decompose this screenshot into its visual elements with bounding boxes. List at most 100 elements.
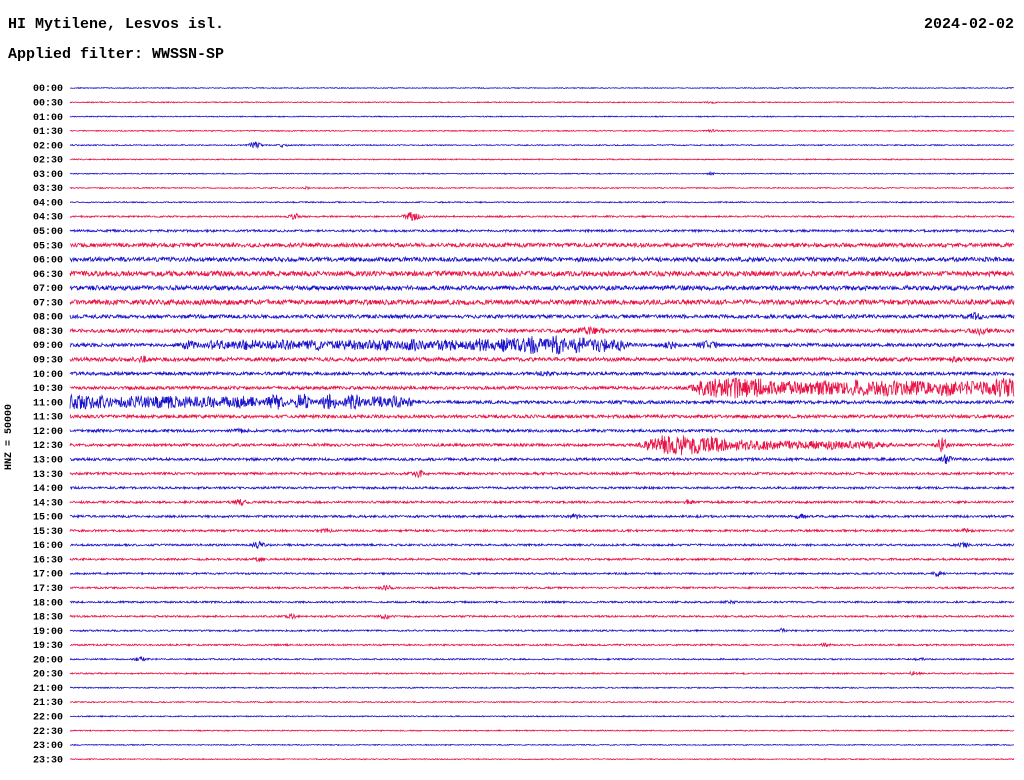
trace-0300 <box>69 170 1015 176</box>
time-label-0600: 06:00 <box>33 256 63 267</box>
time-label-2200: 22:00 <box>33 713 63 724</box>
time-label-0800: 08:00 <box>33 313 63 324</box>
trace-0930 <box>69 355 1015 364</box>
time-label-1030: 10:30 <box>33 384 63 395</box>
time-label-1430: 14:30 <box>33 498 63 509</box>
station-title: HI Mytilene, Lesvos isl. <box>8 16 225 33</box>
trace-1900 <box>69 627 1015 634</box>
time-label-0930: 09:30 <box>33 356 63 367</box>
time-label-0300: 03:00 <box>33 170 63 181</box>
trace-1600 <box>69 540 1015 550</box>
trace-0100 <box>69 115 1015 118</box>
trace-2000 <box>69 656 1015 662</box>
trace-0000 <box>69 86 1015 90</box>
time-label-1000: 10:00 <box>33 370 63 381</box>
time-label-1700: 17:00 <box>33 570 63 581</box>
trace-2100 <box>69 686 1015 690</box>
time-label-1530: 15:30 <box>33 527 63 538</box>
time-label-2130: 21:30 <box>33 698 63 709</box>
trace-0230 <box>69 158 1015 161</box>
time-label-1130: 11:30 <box>33 413 63 424</box>
time-label-0400: 04:00 <box>33 198 63 209</box>
trace-0830 <box>69 325 1015 337</box>
time-label-0130: 01:30 <box>33 127 63 138</box>
time-label-0700: 07:00 <box>33 284 63 295</box>
trace-1400 <box>69 485 1015 491</box>
time-label-2100: 21:00 <box>33 684 63 695</box>
time-label-1800: 18:00 <box>33 598 63 609</box>
trace-0500 <box>69 228 1015 234</box>
trace-0630 <box>69 269 1015 278</box>
trace-1930 <box>69 642 1015 648</box>
time-label-1830: 18:30 <box>33 613 63 624</box>
trace-1100 <box>69 393 1015 410</box>
trace-0130 <box>69 128 1015 134</box>
time-label-0530: 05:30 <box>33 241 63 252</box>
time-label-1930: 19:30 <box>33 641 63 652</box>
time-label-0730: 07:30 <box>33 298 63 309</box>
trace-1700 <box>69 570 1015 578</box>
trace-2200 <box>69 714 1015 718</box>
trace-1800 <box>69 599 1015 605</box>
trace-2130 <box>69 700 1015 704</box>
trace-1500 <box>69 513 1015 520</box>
trace-0730 <box>69 298 1015 307</box>
time-label-0100: 01:00 <box>33 113 63 124</box>
trace-1430 <box>69 498 1015 507</box>
time-label-0330: 03:30 <box>33 184 63 195</box>
trace-0800 <box>69 311 1015 321</box>
time-label-0030: 00:30 <box>33 99 63 110</box>
time-label-2330: 23:30 <box>33 755 63 766</box>
time-label-0230: 02:30 <box>33 156 63 167</box>
applied-filter-label: Applied filter: WWSSN-SP <box>8 46 225 63</box>
time-label-1730: 17:30 <box>33 584 63 595</box>
time-label-0430: 04:30 <box>33 213 63 224</box>
trace-1830 <box>69 612 1015 620</box>
time-label-1330: 13:30 <box>33 470 63 481</box>
trace-1530 <box>69 527 1015 534</box>
trace-0400 <box>69 200 1015 204</box>
trace-0330 <box>69 185 1015 191</box>
trace-1200 <box>69 427 1015 434</box>
trace-1300 <box>69 454 1015 465</box>
trace-1130 <box>69 413 1015 420</box>
time-label-0830: 08:30 <box>33 327 63 338</box>
trace-0700 <box>69 284 1015 292</box>
time-label-1500: 15:00 <box>33 513 63 524</box>
trace-1330 <box>69 469 1015 479</box>
trace-2030 <box>69 670 1015 677</box>
time-label-2300: 23:00 <box>33 741 63 752</box>
time-label-1300: 13:00 <box>33 456 63 467</box>
trace-1030 <box>69 377 1015 399</box>
time-label-2030: 20:30 <box>33 670 63 681</box>
trace-2230 <box>69 729 1015 733</box>
trace-1230 <box>69 435 1015 456</box>
time-label-0500: 05:00 <box>33 227 63 238</box>
time-label-0900: 09:00 <box>33 341 63 352</box>
time-label-2230: 22:30 <box>33 727 63 738</box>
trace-1000 <box>69 370 1015 377</box>
time-label-1200: 12:00 <box>33 427 63 438</box>
trace-1730 <box>69 584 1015 592</box>
time-label-0630: 06:30 <box>33 270 63 281</box>
time-label-1630: 16:30 <box>33 555 63 566</box>
trace-1630 <box>69 556 1015 562</box>
time-label-1100: 11:00 <box>33 398 63 409</box>
time-label-1400: 14:00 <box>33 484 63 495</box>
trace-0530 <box>69 241 1015 249</box>
time-label-2000: 20:00 <box>33 655 63 666</box>
trace-0900 <box>69 335 1015 356</box>
trace-0030 <box>69 100 1014 105</box>
record-date: 2024-02-02 <box>923 16 1014 33</box>
time-label-1600: 16:00 <box>33 541 63 552</box>
time-label-0200: 02:00 <box>33 141 63 152</box>
time-label-1900: 19:00 <box>33 627 63 638</box>
trace-2330 <box>69 757 1015 761</box>
trace-0200 <box>69 141 1015 149</box>
trace-2300 <box>69 743 1015 747</box>
time-label-1230: 12:30 <box>33 441 63 452</box>
trace-0600 <box>69 255 1015 263</box>
trace-0430 <box>69 211 1015 221</box>
